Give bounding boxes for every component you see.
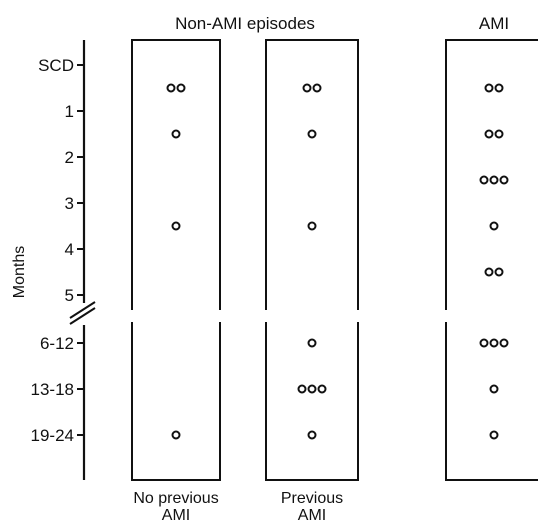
- data-point-no_previous: [166, 83, 176, 93]
- data-point-ami: [494, 129, 504, 139]
- panel-label-no_previous: No previous: [133, 490, 218, 507]
- data-point-previous: [307, 221, 317, 231]
- panel-label-previous: AMI: [298, 507, 326, 524]
- panel-frame-upper-ami: [445, 39, 538, 310]
- axis-break-mark: [69, 301, 96, 319]
- axis-break-mark: [69, 307, 96, 325]
- group-title-1: AMI: [479, 14, 509, 33]
- panel-frame-upper-no_previous: [131, 39, 221, 310]
- panel-frame-lower-previous: [265, 322, 359, 481]
- group-title-0: Non-AMI episodes: [175, 14, 315, 33]
- data-point-previous: [307, 384, 317, 394]
- panel-frame-upper-previous: [265, 39, 359, 310]
- data-point-no_previous: [171, 430, 181, 440]
- data-point-previous: [312, 83, 322, 93]
- y-tick-label: 3: [65, 194, 74, 213]
- data-point-no_previous: [171, 221, 181, 231]
- data-point-ami: [494, 83, 504, 93]
- data-point-previous: [307, 430, 317, 440]
- data-point-ami: [489, 384, 499, 394]
- data-point-ami: [484, 267, 494, 277]
- data-point-ami: [499, 338, 509, 348]
- data-point-ami: [499, 175, 509, 185]
- panel-label-previous: Previous: [281, 490, 343, 507]
- y-tick-label: 1: [65, 102, 74, 121]
- y-tick-label: 19-24: [31, 426, 74, 445]
- data-point-ami: [489, 221, 499, 231]
- y-axis-label: Months: [11, 246, 28, 298]
- data-point-ami: [484, 83, 494, 93]
- data-point-no_previous: [176, 83, 186, 93]
- data-point-ami: [494, 267, 504, 277]
- data-point-ami: [489, 175, 499, 185]
- y-tick-label: 5: [65, 286, 74, 305]
- y-tick-label: 4: [65, 240, 74, 259]
- panel-frame-lower-no_previous: [131, 322, 221, 481]
- data-point-previous: [317, 384, 327, 394]
- data-point-ami: [479, 338, 489, 348]
- data-point-previous: [302, 83, 312, 93]
- data-point-previous: [307, 129, 317, 139]
- y-tick-label: SCD: [38, 56, 74, 75]
- data-point-ami: [484, 129, 494, 139]
- y-tick-label: 2: [65, 148, 74, 167]
- data-point-no_previous: [171, 129, 181, 139]
- panel-label-no_previous: AMI: [162, 507, 190, 524]
- y-tick-label: 13-18: [31, 380, 74, 399]
- data-point-ami: [489, 338, 499, 348]
- y-tick-label: 6-12: [40, 334, 74, 353]
- data-point-ami: [489, 430, 499, 440]
- data-point-previous: [297, 384, 307, 394]
- data-point-ami: [479, 175, 489, 185]
- data-point-previous: [307, 338, 317, 348]
- panel-frame-lower-ami: [445, 322, 538, 481]
